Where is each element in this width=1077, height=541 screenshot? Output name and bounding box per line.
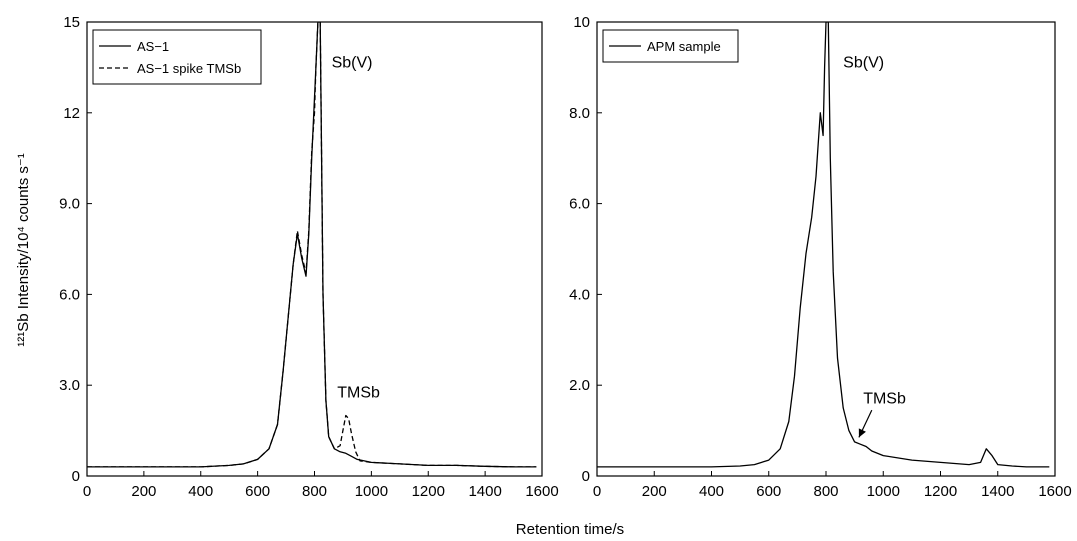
left-y-tick-label: 9.0 (59, 196, 80, 213)
left-y-tick-label: 3.0 (59, 377, 80, 394)
x-axis-label: Retention time/s (516, 521, 624, 538)
left-legend-label-0: AS−1 (137, 39, 169, 54)
y-axis-label: ¹²¹Sb Intensity/10⁴ counts s⁻¹ (15, 153, 32, 347)
left-x-tick-label: 200 (131, 483, 156, 500)
right-x-tick-label: 1600 (1038, 483, 1071, 500)
right-annotation-1: TMSb (863, 390, 906, 407)
left-x-tick-label: 400 (188, 483, 213, 500)
right-series-line-0 (597, 22, 1050, 468)
left-annotation-0: Sb(V) (332, 54, 373, 71)
left-y-tick-label: 12 (63, 105, 80, 122)
right-y-tick-label: 2.0 (569, 377, 590, 394)
left-legend-label-1: AS−1 spike TMSb (137, 61, 241, 76)
right-y-tick-label: 4.0 (569, 286, 590, 303)
left-y-tick-label: 6.0 (59, 286, 80, 303)
right-legend-label-0: APM sample (647, 39, 721, 54)
left-y-tick-label: 15 (63, 14, 80, 31)
left-x-tick-label: 1600 (525, 483, 558, 500)
left-y-tick-label: 0 (72, 468, 80, 485)
left-x-tick-label: 1200 (412, 483, 445, 500)
right-x-tick-label: 1200 (924, 483, 957, 500)
right-x-tick-label: 600 (756, 483, 781, 500)
left-legend-box (92, 29, 262, 85)
right-y-tick-label: 8.0 (569, 105, 590, 122)
left-chart-panel: 0 200 400 600 800 1000 1200 1400 1600 0 3.0 6.0 9.0 1… (59, 14, 559, 500)
right-chart-panel: 0 200 400 600 800 1000 1200 1400 1600 0 2.0 4.0 6.0 8… (569, 14, 1072, 500)
left-series-line-1 (87, 22, 537, 468)
right-y-tick-label: 10 (573, 14, 590, 31)
left-x-tick-label: 1400 (468, 483, 501, 500)
right-plot-frame (596, 21, 1056, 477)
tmsb-arrow-head (858, 428, 866, 438)
left-series-line-0 (87, 22, 537, 468)
right-y-tick-label: 0 (582, 468, 590, 485)
right-x-tick-label: 0 (593, 483, 601, 500)
right-x-tick-label: 400 (699, 483, 724, 500)
right-annotation-0: Sb(V) (843, 54, 884, 71)
left-legend: AS−1 AS−1 spike TMSb (92, 29, 262, 85)
left-x-tick-label: 0 (83, 483, 91, 500)
left-x-tick-label: 800 (302, 483, 327, 500)
right-x-tick-label: 1400 (981, 483, 1014, 500)
left-annotation-1: TMSb (337, 384, 380, 401)
right-legend: APM sample (602, 29, 739, 63)
left-x-tick-label: 600 (245, 483, 270, 500)
right-y-tick-label: 6.0 (569, 196, 590, 213)
right-x-tick-label: 800 (813, 483, 838, 500)
right-x-tick-label: 1000 (867, 483, 900, 500)
left-x-tick-label: 1000 (355, 483, 388, 500)
right-x-tick-label: 200 (642, 483, 667, 500)
